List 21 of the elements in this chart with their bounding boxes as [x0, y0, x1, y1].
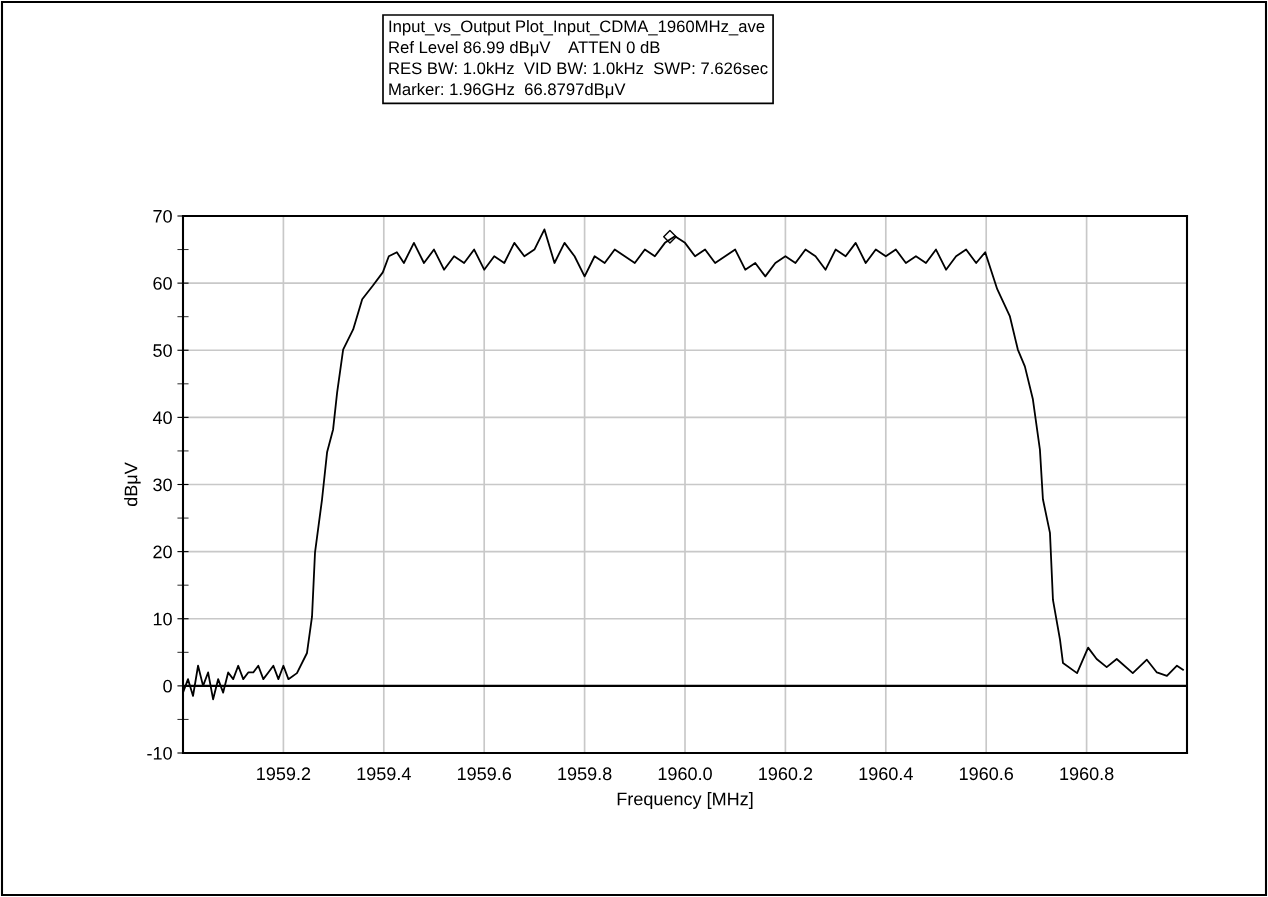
- y-tick-label: -10: [147, 746, 172, 760]
- x-tick-label: 1959.8: [558, 767, 612, 781]
- x-tick-label: 1959.2: [257, 767, 311, 781]
- y-axis-title: dBμV: [124, 462, 141, 507]
- y-tick-label: 20: [153, 545, 172, 559]
- x-tick-label: 1959.6: [457, 767, 512, 781]
- x-tick-label: 1959.4: [357, 767, 411, 781]
- y-tick-label: 10: [153, 612, 172, 626]
- y-tick-label: 0: [163, 679, 172, 693]
- x-tick-label: 1960.0: [658, 767, 712, 781]
- y-tick-label: 50: [153, 344, 172, 357]
- text: Input_vs_Output Plot_Input_CDMA_1960MHz_ave Ref Level 86.99 dBμV ATTEN 0 dB RES BW: 1.0kHz VID BW: 1.0kHz SWP: 7.626sec Marker: 1.96GHz 66.8797dBμV: [389, 20, 768, 99]
- x-tick-label: 1960.8: [1060, 767, 1114, 781]
- x-tick-label: 1960.2: [759, 767, 813, 781]
- x-axis-title: Frequency [MHz]: [617, 792, 753, 809]
- y-tick-label: 70: [153, 209, 172, 223]
- x-tick-label: 1960.6: [959, 767, 1014, 781]
- y-tick-label: 30: [153, 478, 172, 492]
- x-tick-label: 1960.4: [859, 767, 913, 781]
- y-tick-label: 60: [153, 277, 172, 290]
- y-tick-label: 40: [152, 411, 172, 425]
